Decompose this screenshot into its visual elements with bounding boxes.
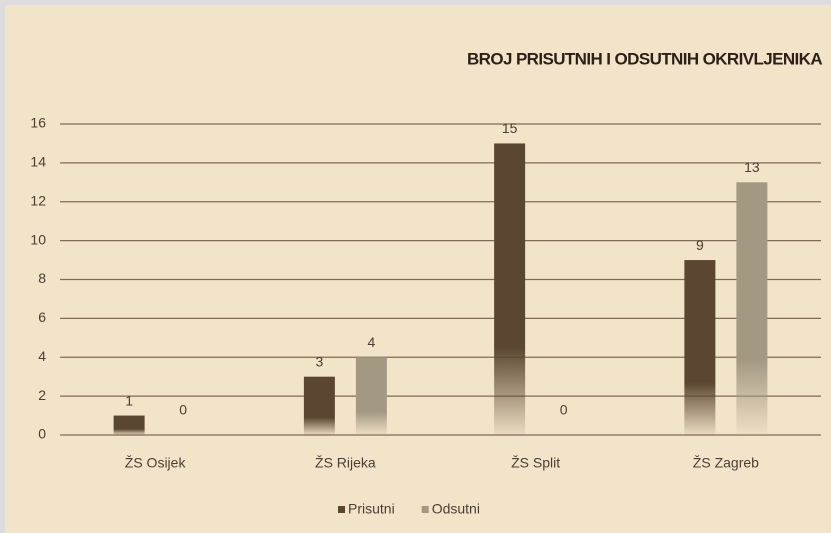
y-tick-label: 2 — [38, 387, 46, 403]
data-label: 3 — [315, 353, 323, 369]
bar — [355, 357, 387, 435]
legend-marker — [338, 506, 345, 513]
data-label: 0 — [179, 402, 187, 418]
bar — [684, 260, 716, 435]
data-label: 15 — [502, 120, 518, 136]
x-tick-label: ŽS Rijeka — [315, 455, 376, 471]
data-label: 4 — [367, 334, 375, 350]
bar — [494, 143, 526, 435]
data-label: 0 — [560, 402, 568, 418]
x-tick-label: ŽS Split — [511, 455, 560, 471]
y-tick-label: 16 — [30, 115, 46, 131]
legend-marker — [421, 506, 429, 513]
data-label: 9 — [696, 237, 704, 253]
data-label: 1 — [125, 392, 133, 408]
y-tick-label: 8 — [38, 270, 46, 286]
y-tick-label: 10 — [30, 231, 46, 247]
x-tick-label: ŽS Osijek — [125, 455, 187, 471]
legend-label: Prisutni — [348, 501, 395, 517]
bar — [113, 415, 145, 435]
chart-title: BROJ PRISUTNIH I ODSUTNIH OKRIVLJENIKA — [467, 49, 822, 68]
y-tick-label: 0 — [38, 426, 46, 442]
x-tick-label: ŽS Zagreb — [693, 455, 759, 471]
bar — [303, 376, 335, 435]
legend-label: Odsutni — [432, 501, 480, 517]
bar — [736, 182, 768, 435]
y-tick-label: 12 — [30, 192, 46, 208]
y-tick-label: 4 — [38, 348, 46, 364]
y-tick-label: 14 — [30, 154, 46, 170]
y-tick-label: 6 — [38, 309, 46, 325]
data-label: 13 — [744, 159, 760, 175]
